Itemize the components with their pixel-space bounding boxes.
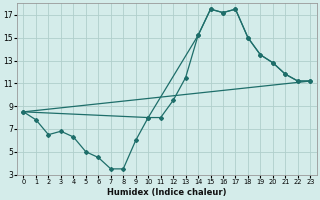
X-axis label: Humidex (Indice chaleur): Humidex (Indice chaleur) — [107, 188, 227, 197]
